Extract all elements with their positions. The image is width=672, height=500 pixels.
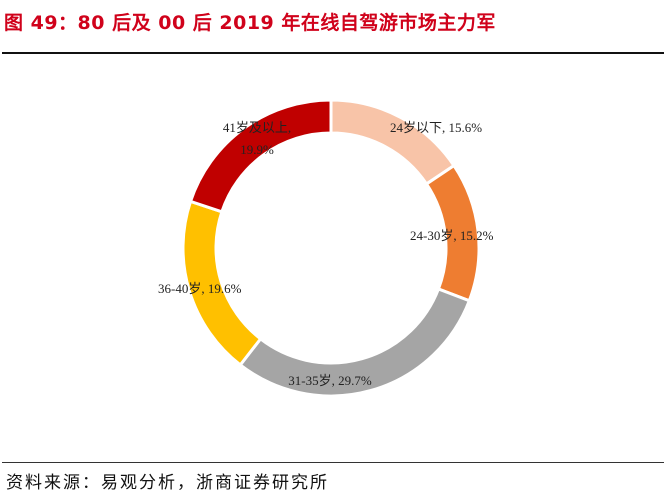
slice-label-2: 31-35岁, 29.7% — [288, 373, 372, 388]
slice-label-0: 24岁以下, 15.6% — [390, 120, 482, 135]
slice-0 — [329, 98, 457, 187]
slice-label-3: 36-40岁, 19.6% — [158, 281, 242, 296]
source-divider — [2, 462, 664, 463]
source-note: 资料来源：易观分析，浙商证券研究所 — [6, 473, 329, 493]
slice-label-4: 41岁及以上, 19.9% — [223, 120, 291, 157]
title-divider — [2, 52, 664, 54]
slice-label-1: 24-30岁, 15.2% — [410, 228, 494, 243]
slice-4 — [188, 98, 333, 214]
chart-title: 图 49：80 后及 00 后 2019 年在线自驾游市场主力军 — [4, 12, 496, 34]
